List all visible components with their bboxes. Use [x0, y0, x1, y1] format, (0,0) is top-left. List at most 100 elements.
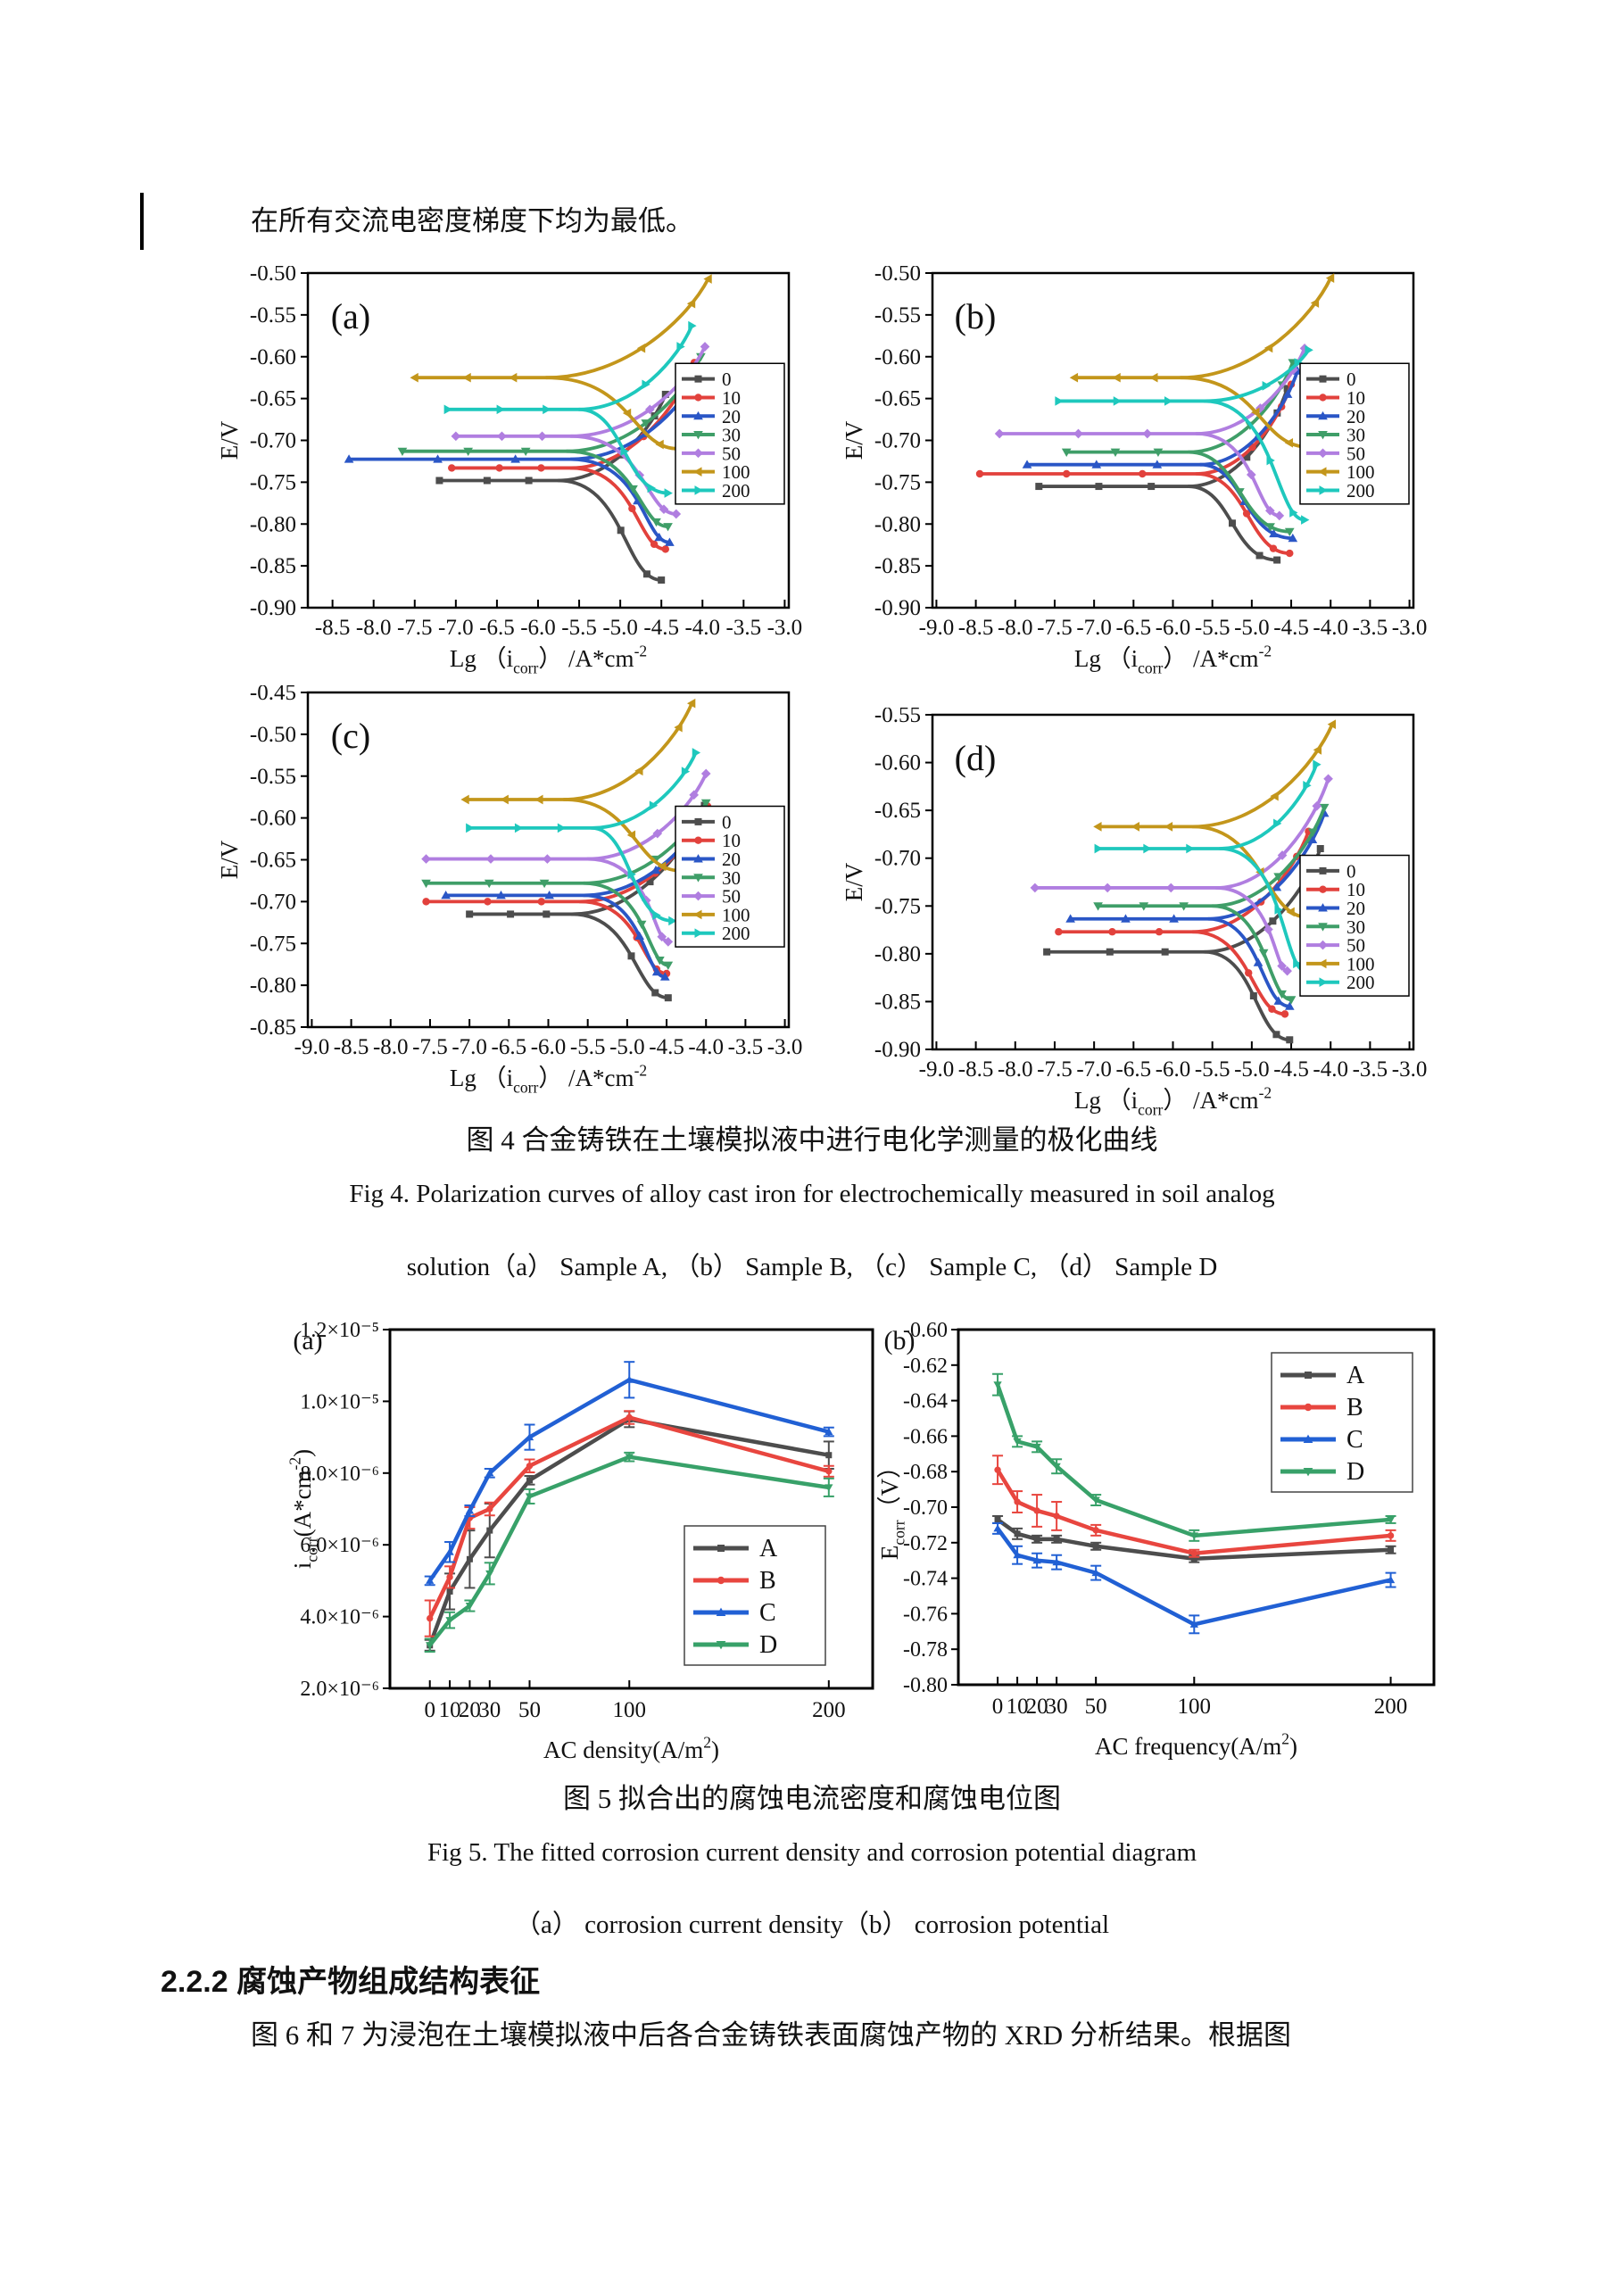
svg-text:-8.0: -8.0: [998, 1057, 1033, 1082]
svg-text:-7.0: -7.0: [452, 1035, 487, 1059]
svg-text:0: 0: [424, 1698, 435, 1722]
svg-text:Ecorr（V）: Ecorr（V）: [876, 1455, 908, 1560]
svg-text:-0.78: -0.78: [903, 1638, 948, 1662]
svg-text:-0.72: -0.72: [903, 1532, 948, 1555]
fig4-panel-a-chart: -8.5 -8.0 -7.5 -7.0 -6.5 -6.0 -5.5 -5.0 -4.5 -4.0…: [216, 261, 802, 677]
svg-text:-0.68: -0.68: [903, 1461, 948, 1484]
svg-text:-5.0: -5.0: [609, 1035, 645, 1059]
svg-text:-0.85: -0.85: [874, 990, 921, 1014]
fig5-caption-en-line1: Fig 5. The fitted corrosion current dens…: [427, 1838, 1197, 1867]
svg-text:10: 10: [1007, 1695, 1029, 1719]
svg-text:D: D: [759, 1631, 777, 1659]
svg-text:50: 50: [1085, 1695, 1107, 1719]
svg-text:icorr(A*cm-2): icorr(A*cm-2): [286, 1449, 321, 1569]
fig4-caption-cn: 图 4 合金铸铁在土壤模拟液中进行电化学测量的极化曲线: [466, 1124, 1158, 1156]
svg-text:10: 10: [1346, 879, 1365, 900]
svg-text:50: 50: [722, 443, 741, 464]
svg-text:-6.0: -6.0: [1156, 1057, 1191, 1082]
svg-text:200: 200: [1374, 1695, 1408, 1719]
svg-text:-0.65: -0.65: [250, 849, 296, 873]
svg-text:20: 20: [1346, 406, 1365, 427]
svg-text:-0.55: -0.55: [874, 303, 921, 327]
svg-text:-0.55: -0.55: [250, 765, 296, 789]
svg-text:C: C: [1346, 1426, 1363, 1454]
fig5-panel-b: 0 10 20 30 50 100 200 -0.60 -0.62 -0.64 -0.66 -0.68…: [874, 1319, 1490, 1787]
svg-text:-0.70: -0.70: [874, 429, 921, 453]
svg-text:-5.5: -5.5: [570, 1035, 606, 1059]
svg-text:-6.0: -6.0: [1156, 616, 1191, 640]
svg-text:-4.5: -4.5: [1273, 1057, 1309, 1082]
svg-text:-0.64: -0.64: [903, 1390, 948, 1413]
svg-text:-3.0: -3.0: [767, 1035, 803, 1059]
svg-text:Lg （icorr） /A*cm-2: Lg （icorr） /A*cm-2: [450, 1062, 647, 1097]
svg-text:-0.45: -0.45: [250, 685, 296, 705]
svg-text:100: 100: [1346, 461, 1375, 483]
fig4-panel-d: -9.0 -8.5 -8.0 -7.5 -7.0 -6.5 -6.0 -5.5 -5.0 -4.5…: [832, 703, 1452, 1131]
svg-text:-9.0: -9.0: [294, 1035, 330, 1059]
svg-text:-0.66: -0.66: [903, 1425, 948, 1448]
fig4-panel-c-chart: -9.0 -8.5 -8.0 -7.5 -7.0 -6.5 -6.0 -5.5 -5.0 -4.5…: [216, 681, 803, 1097]
svg-text:-4.0: -4.0: [684, 616, 720, 640]
svg-text:-5.0: -5.0: [1234, 1057, 1270, 1082]
svg-text:-0.70: -0.70: [874, 847, 921, 871]
svg-text:-4.0: -4.0: [1313, 616, 1348, 640]
svg-text:-0.80: -0.80: [874, 512, 921, 536]
svg-text:-0.60: -0.60: [250, 345, 296, 369]
svg-text:30: 30: [1346, 425, 1365, 446]
svg-text:50: 50: [1346, 443, 1365, 464]
svg-text:-0.55: -0.55: [874, 708, 921, 727]
svg-text:200: 200: [812, 1698, 846, 1722]
fig4-panel-b-chart: -9.0 -8.5 -8.0 -7.5 -7.0 -6.5 -6.0 -5.5 -5.0 -4.5…: [841, 261, 1427, 677]
svg-text:-3.5: -3.5: [726, 616, 762, 640]
svg-text:AC density(A/m2): AC density(A/m2): [543, 1734, 719, 1763]
svg-text:-4.5: -4.5: [643, 616, 679, 640]
svg-text:-0.74: -0.74: [903, 1568, 948, 1591]
svg-text:-7.0: -7.0: [1076, 616, 1112, 640]
svg-text:E/V: E/V: [216, 420, 243, 460]
svg-text:(c): (c): [331, 716, 370, 756]
svg-text:20: 20: [1026, 1695, 1048, 1719]
svg-text:-7.5: -7.5: [412, 1035, 448, 1059]
svg-text:-8.5: -8.5: [958, 1057, 994, 1082]
svg-text:-4.0: -4.0: [1313, 1057, 1348, 1082]
svg-text:A: A: [1346, 1362, 1365, 1389]
svg-text:-0.85: -0.85: [874, 554, 921, 578]
svg-text:-8.0: -8.0: [998, 616, 1033, 640]
svg-text:-7.5: -7.5: [1037, 1057, 1073, 1082]
svg-text:-4.5: -4.5: [649, 1035, 684, 1059]
svg-text:-7.5: -7.5: [397, 616, 433, 640]
svg-text:-0.90: -0.90: [874, 1038, 921, 1062]
svg-text:30: 30: [1046, 1695, 1068, 1719]
section-heading: 2.2.2 腐蚀产物组成结构表征: [161, 1965, 541, 1999]
svg-text:20: 20: [722, 849, 741, 870]
svg-text:B: B: [1346, 1394, 1363, 1422]
svg-text:-5.0: -5.0: [1234, 616, 1270, 640]
svg-text:-7.5: -7.5: [1037, 616, 1073, 640]
svg-text:-0.75: -0.75: [250, 932, 296, 956]
svg-text:10: 10: [439, 1698, 461, 1722]
svg-text:-8.0: -8.0: [356, 616, 392, 640]
svg-text:E/V: E/V: [216, 840, 243, 879]
svg-text:Lg （icorr） /A*cm-2: Lg （icorr） /A*cm-2: [1074, 1084, 1272, 1119]
svg-text:-6.0: -6.0: [520, 616, 556, 640]
svg-text:-0.65: -0.65: [874, 387, 921, 411]
svg-text:E/V: E/V: [841, 862, 867, 901]
svg-text:-0.75: -0.75: [250, 470, 296, 494]
svg-text:30: 30: [722, 425, 741, 446]
svg-text:100: 100: [1178, 1695, 1212, 1719]
svg-text:Lg （icorr） /A*cm-2: Lg （icorr） /A*cm-2: [450, 642, 647, 677]
svg-text:-7.0: -7.0: [1076, 1057, 1112, 1082]
svg-text:C: C: [759, 1599, 776, 1627]
svg-text:E/V: E/V: [841, 420, 867, 460]
svg-text:200: 200: [722, 923, 750, 944]
fig4-panel-d-chart: -9.0 -8.5 -8.0 -7.5 -7.0 -6.5 -6.0 -5.5 -5.0 -4.5…: [841, 703, 1428, 1119]
svg-text:-0.70: -0.70: [250, 429, 296, 453]
svg-text:-3.0: -3.0: [1392, 1057, 1428, 1082]
svg-text:-7.0: -7.0: [438, 616, 474, 640]
svg-text:20: 20: [459, 1698, 481, 1722]
fig5-panel-a: 0 10 20 30 50 100 200 2.0×10⁻⁶ 4.0×10⁻⁶ 6.0×10⁻⁶ 8…: [259, 1319, 874, 1787]
svg-text:-0.65: -0.65: [250, 387, 296, 411]
svg-text:(a): (a): [293, 1326, 322, 1355]
svg-text:-0.60: -0.60: [874, 751, 921, 775]
